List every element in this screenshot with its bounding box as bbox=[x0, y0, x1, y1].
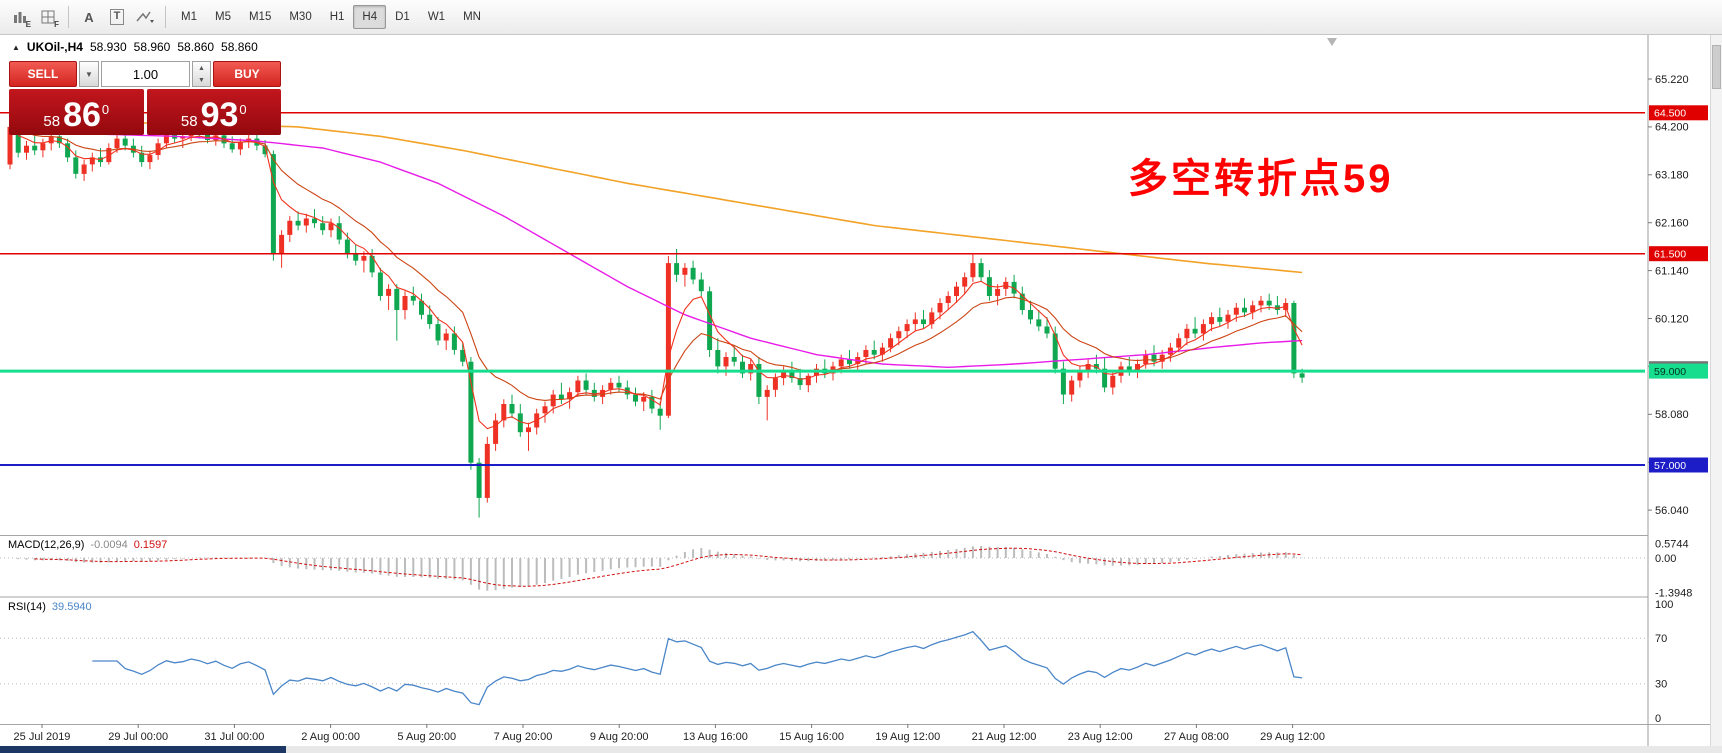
svg-text:25 Jul 2019: 25 Jul 2019 bbox=[14, 731, 71, 743]
svg-text:15 Aug 16:00: 15 Aug 16:00 bbox=[779, 731, 844, 743]
svg-text:30: 30 bbox=[1655, 679, 1667, 691]
macd-signal-value: 0.1597 bbox=[133, 539, 168, 551]
svg-text:59.000: 59.000 bbox=[1654, 366, 1686, 378]
svg-text:2 Aug 00:00: 2 Aug 00:00 bbox=[301, 731, 360, 743]
ohlc-close: 58.860 bbox=[221, 40, 258, 54]
svg-text:0.5744: 0.5744 bbox=[1655, 538, 1689, 550]
svg-text:64.200: 64.200 bbox=[1655, 122, 1689, 134]
bid-small-digits: 58 bbox=[43, 112, 61, 130]
timeframe-button-m30[interactable]: M30 bbox=[289, 11, 312, 23]
symbol-label: UKOil-,H4 bbox=[26, 40, 83, 54]
macd-panel-layer bbox=[0, 546, 1645, 591]
macd-label: MACD(12,26,9) -0.0094 0.1597 bbox=[8, 539, 173, 551]
buy-button[interactable]: BUY bbox=[213, 61, 281, 87]
timeframe-button-h4[interactable]: H4 bbox=[353, 5, 387, 29]
chart-grid-icon[interactable]: F bbox=[34, 4, 62, 30]
svg-text:31 Jul 00:00: 31 Jul 00:00 bbox=[204, 731, 264, 743]
chart-bars-icon[interactable]: E bbox=[6, 4, 34, 30]
svg-text:70: 70 bbox=[1655, 633, 1667, 645]
svg-text:0: 0 bbox=[1655, 713, 1661, 725]
svg-text:60.120: 60.120 bbox=[1655, 313, 1689, 325]
collapse-arrow-icon[interactable]: ▲ bbox=[12, 42, 20, 52]
chevron-down-icon: ▼ bbox=[85, 69, 93, 79]
svg-text:57.000: 57.000 bbox=[1654, 460, 1686, 472]
chart-shift-marker[interactable] bbox=[1327, 38, 1337, 46]
svg-text:0.00: 0.00 bbox=[1655, 553, 1676, 565]
svg-text:58.080: 58.080 bbox=[1655, 409, 1689, 421]
text-box-tool-icon[interactable]: T bbox=[103, 4, 131, 30]
svg-text:13 Aug 16:00: 13 Aug 16:00 bbox=[683, 731, 748, 743]
ask-big-digits: 93 bbox=[200, 96, 239, 135]
svg-text:29 Jul 00:00: 29 Jul 00:00 bbox=[108, 731, 168, 743]
price-axis[interactable]: 65.22064.20063.18062.16061.14060.12059.1… bbox=[1647, 35, 1710, 746]
timeframe-button-mn[interactable]: MN bbox=[463, 11, 481, 23]
chart-annotation-text: 多空转折点59 bbox=[1128, 157, 1394, 201]
rsi-name: RSI(14) bbox=[8, 601, 46, 613]
volume-stepper[interactable]: ▲ ▼ bbox=[192, 61, 211, 87]
icon-badge-letter: F bbox=[54, 20, 59, 29]
bid-big-digits: 86 bbox=[63, 96, 101, 135]
vertical-scrollbar[interactable] bbox=[1710, 35, 1722, 746]
svg-text:21 Aug 12:00: 21 Aug 12:00 bbox=[972, 731, 1037, 743]
svg-text:29 Aug 12:00: 29 Aug 12:00 bbox=[1260, 731, 1325, 743]
svg-text:-1.3948: -1.3948 bbox=[1655, 588, 1692, 600]
time-axis[interactable]: 25 Jul 2019 29 Jul 00:00 31 Jul 00:00 2 Aug… bbox=[14, 724, 1325, 743]
ohlc-open: 58.930 bbox=[89, 40, 127, 54]
timeframe-button-d1[interactable]: D1 bbox=[395, 11, 410, 23]
panel-dividers[interactable] bbox=[0, 535, 1722, 725]
toolbar-separator bbox=[165, 6, 166, 28]
svg-text:23 Aug 12:00: 23 Aug 12:00 bbox=[1068, 731, 1133, 743]
bottom-tab-strip bbox=[0, 746, 286, 753]
svg-text:100: 100 bbox=[1655, 599, 1673, 611]
chevron-down-icon: ▼ bbox=[198, 76, 205, 84]
ohlc-low: 58.860 bbox=[177, 40, 215, 54]
svg-text:7 Aug 20:00: 7 Aug 20:00 bbox=[494, 731, 553, 743]
svg-text:62.160: 62.160 bbox=[1655, 218, 1689, 230]
svg-text:19 Aug 12:00: 19 Aug 12:00 bbox=[875, 731, 940, 743]
volume-dropdown-button[interactable]: ▼ bbox=[79, 61, 99, 87]
svg-text:65.220: 65.220 bbox=[1655, 74, 1689, 86]
timeframe-button-m1[interactable]: M1 bbox=[181, 11, 197, 23]
chart-symbol-header: ▲ UKOil-,H4 58.930 58.960 58.860 58.860 bbox=[12, 40, 258, 54]
svg-text:61.500: 61.500 bbox=[1654, 249, 1686, 261]
rsi-value: 39.5940 bbox=[51, 601, 92, 613]
scrollbar-thumb[interactable] bbox=[1712, 45, 1721, 89]
toolbar: E F A T M1 M5 M15 M30 H1 H4 D1 W1 MN bbox=[0, 0, 1722, 35]
rsi-label: RSI(14) 39.5940 bbox=[8, 601, 98, 613]
ask-small-digits: 58 bbox=[180, 112, 198, 130]
sell-button[interactable]: SELL bbox=[9, 61, 77, 87]
svg-text:61.140: 61.140 bbox=[1655, 265, 1689, 277]
macd-name: MACD(12,26,9) bbox=[8, 539, 85, 551]
ask-price-display[interactable]: 58 93 0 bbox=[146, 89, 281, 135]
bid-pip-digit: 0 bbox=[101, 102, 110, 117]
timeframe-button-m5[interactable]: M5 bbox=[214, 11, 231, 23]
drawing-tools-icon[interactable] bbox=[131, 4, 159, 30]
timeframe-button-m15[interactable]: M15 bbox=[248, 11, 272, 23]
bid-price-display[interactable]: 58 86 0 bbox=[9, 89, 144, 135]
svg-text:5 Aug 20:00: 5 Aug 20:00 bbox=[397, 731, 456, 743]
ohlc-high: 58.960 bbox=[133, 40, 171, 54]
bottom-window-edge bbox=[0, 746, 1722, 753]
rsi-panel-layer bbox=[0, 630, 1645, 706]
svg-text:64.500: 64.500 bbox=[1654, 108, 1686, 120]
volume-input[interactable] bbox=[101, 61, 190, 87]
svg-text:9 Aug 20:00: 9 Aug 20:00 bbox=[590, 731, 649, 743]
ask-pip-digit: 0 bbox=[239, 102, 247, 117]
macd-value: -0.0094 bbox=[90, 539, 128, 551]
svg-text:56.040: 56.040 bbox=[1655, 505, 1689, 517]
toolbar-separator bbox=[68, 6, 69, 28]
text-label-tool-icon[interactable]: A bbox=[84, 9, 94, 25]
panel-backgrounds bbox=[0, 35, 1722, 746]
svg-text:63.180: 63.180 bbox=[1655, 170, 1689, 182]
svg-text:27 Aug 08:00: 27 Aug 08:00 bbox=[1164, 731, 1229, 743]
timeframe-button-h1[interactable]: H1 bbox=[329, 11, 345, 23]
icon-badge-letter: E bbox=[25, 20, 31, 29]
timeframe-button-w1[interactable]: W1 bbox=[427, 11, 446, 23]
chevron-up-icon: ▲ bbox=[198, 64, 205, 72]
